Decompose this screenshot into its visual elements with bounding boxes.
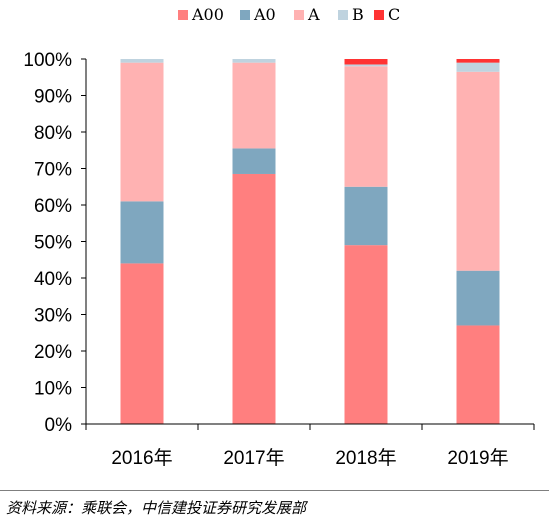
y-tick-label: 10% [34,379,72,400]
bar-segment-a00 [344,245,388,424]
legend-swatch-b [338,10,348,20]
bar-segment-a [344,66,388,187]
y-tick-label: 30% [34,306,72,327]
bar-segment-b [232,59,276,63]
y-tick-label: 50% [34,233,72,254]
x-tick-label: 2016年 [111,447,172,469]
bar-segment-c [344,59,388,65]
x-tick-label: 2017年 [223,447,284,469]
bar-segment-b [344,64,388,67]
source-note: 资料来源：乘联会，中信建投证券研究发展部 [6,499,307,517]
x-tick-label: 2019年 [447,447,508,469]
legend-label-b: B [352,5,364,24]
legend-label-a00: A00 [191,5,224,24]
y-tick-label: 40% [34,269,72,290]
source-divider [0,490,549,491]
legend-swatch-a0 [240,10,250,20]
legend-label-a: A [307,5,320,24]
bar-segment-a0 [456,270,500,326]
y-tick-label: 20% [34,342,72,363]
bar-segment-a00 [232,173,276,424]
legend-label-a0: A0 [253,5,276,24]
bar-segment-a0 [344,186,388,246]
bar-segment-a00 [456,325,500,424]
y-axis: 0% 10% 20% 30% 40% 50% 60% 70% 80% 90% 100% [23,50,87,436]
bar-segment-a0 [120,201,164,264]
y-tick-label: 100% [23,50,72,71]
y-tick-label: 80% [34,123,72,144]
bar-segment-a [120,62,164,202]
y-tick-label: 60% [34,196,72,217]
bar-segment-a0 [232,148,276,174]
x-axis: 2016年 2017年 2018年 2019年 [85,423,535,469]
y-tick-label: 70% [34,160,72,181]
x-tick-label: 2018年 [335,447,396,469]
legend-swatch-a [294,10,304,20]
bar-segment-a00 [120,263,164,424]
bar-segment-c [456,59,500,63]
legend-swatch-c [374,10,384,20]
bar-segment-b [120,59,164,63]
y-tick-label: 0% [45,415,73,436]
bars [120,59,500,424]
legend-swatch-a00 [178,10,188,20]
bar-segment-b [456,62,500,72]
bar-segment-a [232,62,276,149]
legend-label-c: C [388,5,400,24]
legend: A00 A0 A B C [178,5,400,24]
bar-segment-a [456,71,500,271]
stacked-bar-chart: A00 A0 A B C 0% 10% 20% 30% 40% 50% 60% 70% 80% 90% 10… [23,5,535,469]
y-tick-label: 90% [34,87,72,108]
